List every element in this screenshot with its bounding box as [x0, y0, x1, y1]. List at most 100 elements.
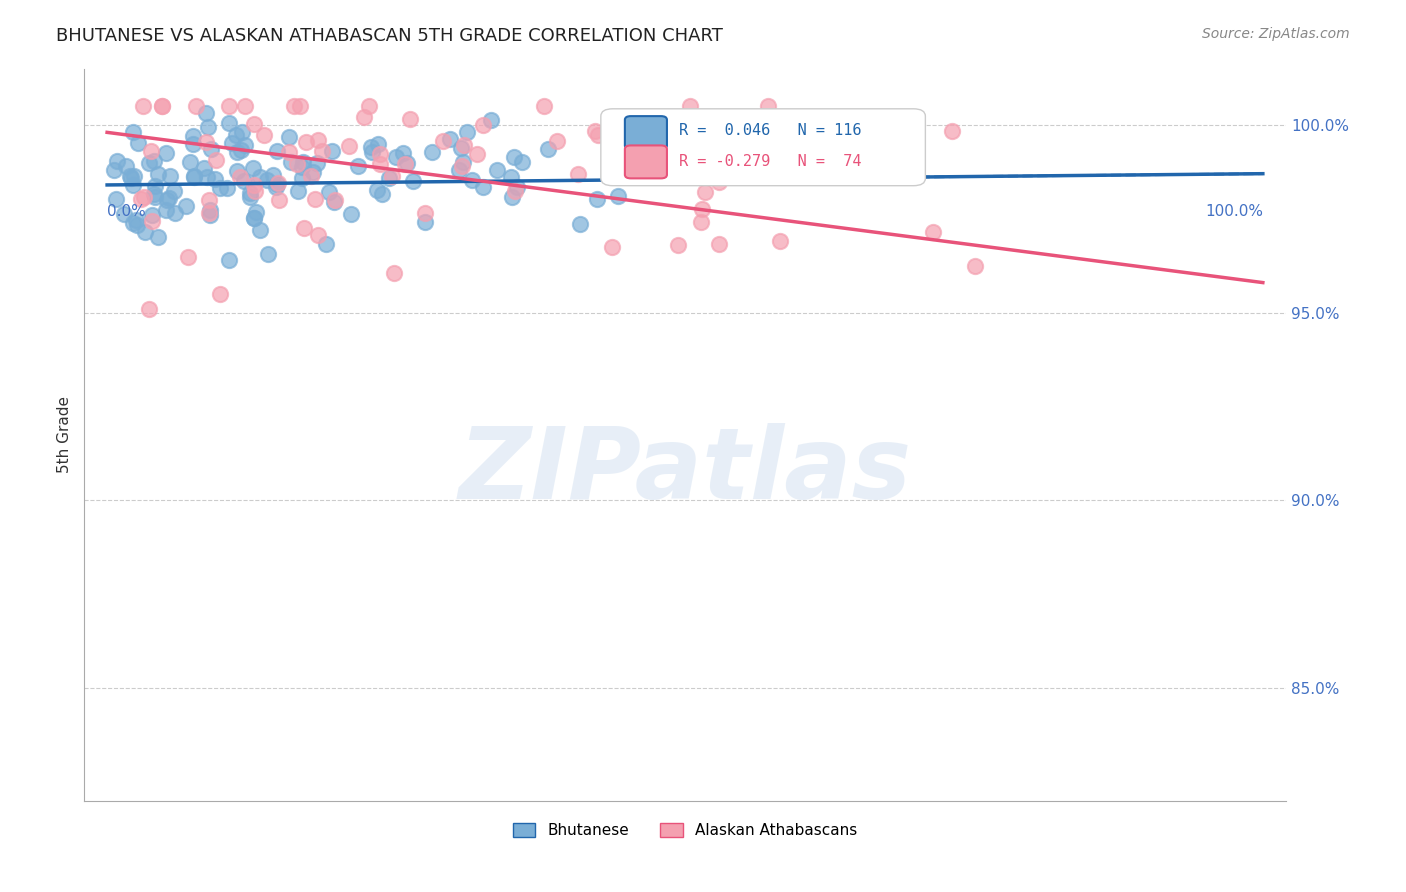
Point [922, 225, 945, 239]
Point [262, 168, 284, 182]
Point [208, 287, 231, 301]
Point [486, 163, 509, 178]
Point [756, 99, 779, 113]
Point [183, 169, 205, 184]
Text: BHUTANESE VS ALASKAN ATHABASCAN 5TH GRADE CORRELATION CHART: BHUTANESE VS ALASKAN ATHABASCAN 5TH GRAD… [56, 27, 723, 45]
Point [266, 180, 288, 194]
Point [155, 145, 177, 160]
Point [323, 193, 346, 207]
Point [366, 183, 388, 197]
Point [658, 118, 681, 132]
Point [359, 99, 381, 113]
Point [239, 186, 262, 200]
Point [232, 174, 254, 188]
Point [307, 133, 329, 147]
Point [132, 190, 155, 204]
Point [249, 223, 271, 237]
Point [291, 160, 314, 174]
Text: Source: ZipAtlas.com: Source: ZipAtlas.com [1202, 27, 1350, 41]
Point [465, 147, 488, 161]
Point [391, 145, 413, 160]
Point [451, 155, 474, 169]
Point [304, 192, 326, 206]
Point [371, 187, 394, 202]
Point [150, 99, 173, 113]
Legend: Bhutanese, Alaskan Athabascans: Bhutanese, Alaskan Athabascans [506, 817, 863, 845]
Point [394, 156, 416, 170]
Point [384, 266, 406, 280]
Point [159, 191, 181, 205]
Point [813, 124, 835, 138]
Point [143, 179, 166, 194]
Point [200, 142, 222, 156]
Point [301, 165, 323, 179]
Point [226, 145, 249, 159]
Point [856, 151, 879, 165]
Text: ZIPatlas: ZIPatlas [458, 423, 911, 520]
Point [122, 216, 145, 230]
Point [768, 234, 790, 248]
Point [385, 150, 408, 164]
Point [692, 202, 714, 217]
Point [965, 259, 987, 273]
Point [451, 159, 474, 173]
Point [121, 178, 143, 193]
Point [266, 178, 288, 192]
FancyBboxPatch shape [624, 145, 666, 178]
Point [141, 209, 163, 223]
Point [292, 154, 315, 169]
Point [129, 192, 152, 206]
Point [501, 190, 523, 204]
Point [295, 136, 318, 150]
Point [131, 99, 153, 113]
Point [377, 170, 399, 185]
Point [174, 199, 197, 213]
Point [321, 144, 343, 158]
Point [143, 153, 166, 168]
Point [707, 175, 730, 189]
Point [706, 120, 728, 134]
Point [257, 246, 280, 260]
Point [512, 155, 534, 169]
Point [506, 180, 529, 194]
Point [243, 178, 266, 192]
Point [195, 170, 218, 185]
Point [138, 156, 160, 170]
Point [228, 170, 250, 185]
Point [176, 250, 198, 264]
Point [134, 225, 156, 239]
Point [218, 252, 240, 267]
Point [204, 172, 226, 186]
Point [266, 144, 288, 158]
Point [315, 237, 337, 252]
Point [218, 115, 240, 129]
Point [290, 170, 312, 185]
Point [472, 118, 495, 132]
Point [413, 206, 436, 220]
Point [472, 179, 495, 194]
Point [243, 117, 266, 131]
Point [941, 124, 963, 138]
FancyBboxPatch shape [600, 109, 925, 186]
Point [122, 169, 145, 183]
Point [340, 206, 363, 220]
Point [208, 181, 231, 195]
Point [256, 173, 278, 187]
Point [184, 99, 207, 113]
Point [198, 208, 221, 222]
Point [249, 169, 271, 184]
Point [370, 147, 392, 161]
Point [198, 206, 221, 220]
Point [141, 213, 163, 227]
Point [193, 161, 215, 176]
Point [127, 136, 149, 151]
Point [607, 189, 630, 203]
Point [503, 185, 526, 199]
Point [368, 156, 391, 170]
Point [205, 153, 228, 168]
Point [278, 145, 301, 159]
Point [231, 125, 253, 139]
Point [242, 211, 264, 226]
Point [583, 123, 606, 137]
Point [413, 215, 436, 229]
